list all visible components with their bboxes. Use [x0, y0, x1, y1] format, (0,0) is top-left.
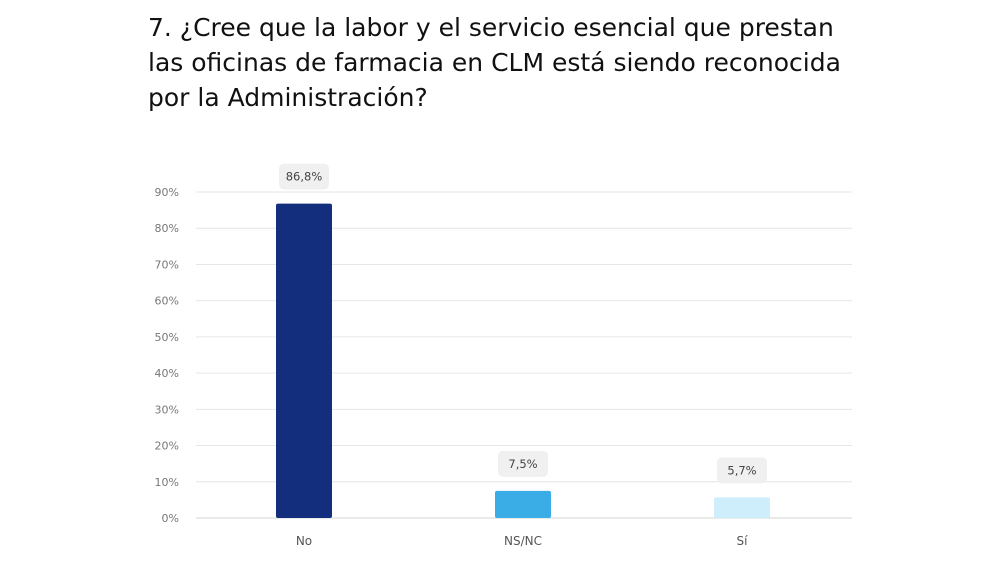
y-tick-label: 10% [155, 476, 179, 489]
chart-title: 7. ¿Cree que la labor y el servicio esen… [148, 13, 841, 112]
data-label-background [498, 450, 548, 477]
data-label: 7,5% [508, 457, 537, 471]
y-tick-label: 40% [155, 367, 179, 380]
x-tick-label: NS/NC [504, 534, 542, 548]
y-tick-label: 70% [155, 258, 179, 271]
data-labels: 86,8% 7,5% 5,7% [279, 163, 767, 484]
data-label-background [717, 457, 767, 484]
y-tick-label: 30% [155, 403, 179, 416]
data-label: 5,7% [727, 463, 756, 477]
bar-no [276, 203, 332, 518]
y-tick-label: 80% [155, 222, 179, 235]
y-tick-label: 0% [162, 512, 179, 525]
bars [276, 203, 770, 518]
y-tick-label: 20% [155, 440, 179, 453]
x-tick-label: Sí [737, 534, 749, 548]
bar-s [714, 497, 770, 518]
bar-ns-nc [495, 490, 551, 518]
x-axis-ticks: No NS/NC Sí [296, 534, 748, 548]
y-axis-ticks: 0% 10% 20% 30% 40% 50% 60% 70% 80% 90% [155, 186, 179, 525]
x-tick-label: No [296, 534, 312, 548]
y-tick-label: 50% [155, 331, 179, 344]
y-tick-label: 60% [155, 295, 179, 308]
y-tick-label: 90% [155, 186, 179, 199]
data-label-background [279, 163, 329, 190]
data-label: 86,8% [286, 170, 323, 184]
